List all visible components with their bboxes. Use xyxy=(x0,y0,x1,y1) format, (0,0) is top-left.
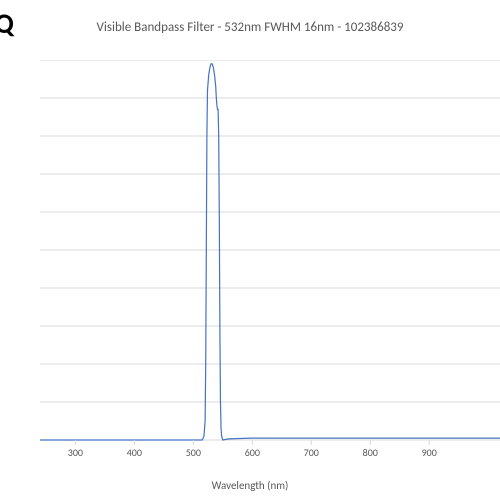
x-tick-label: 500 xyxy=(186,446,201,459)
spectrum-chart: 300400500600700800900 xyxy=(40,60,500,440)
x-tick-label: 900 xyxy=(422,446,437,459)
x-axis-label: Wavelength (nm) xyxy=(0,479,500,492)
x-tick-label: 800 xyxy=(363,446,378,459)
x-tick-label: 400 xyxy=(127,446,142,459)
x-tick-label: 300 xyxy=(68,446,83,459)
x-tick-label: 700 xyxy=(304,446,319,459)
x-tick-label: 600 xyxy=(245,446,260,459)
chart-svg: 300 400 500 600 700 800 900 xyxy=(40,60,500,480)
chart-title: Visible Bandpass Filter - 532nm FWHM 16n… xyxy=(0,20,500,35)
